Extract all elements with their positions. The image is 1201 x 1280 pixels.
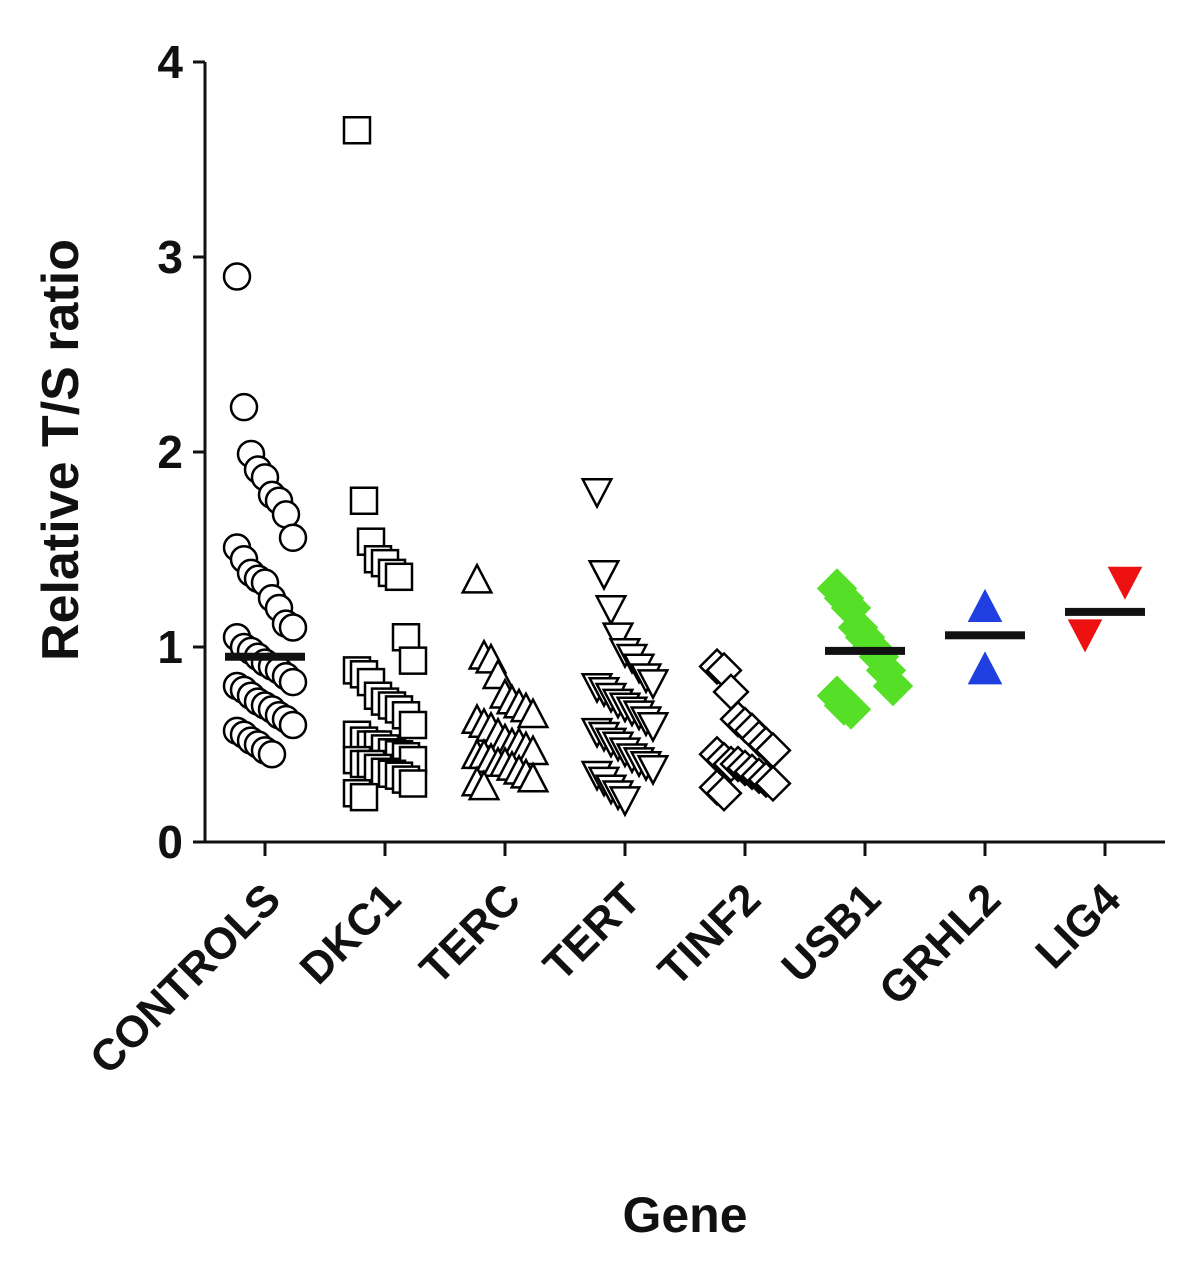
y-tick-label: 1	[157, 621, 183, 673]
data-point	[278, 667, 308, 697]
data-point	[516, 761, 550, 793]
x-axis-title: Gene	[622, 1187, 747, 1243]
data-point	[257, 740, 287, 769]
data-point	[967, 588, 1003, 622]
x-tick-label: TERT	[534, 874, 650, 990]
y-tick-label: 0	[157, 816, 183, 868]
data-point	[398, 710, 428, 740]
data-point	[636, 669, 670, 701]
y-axis-title: Relative T/S ratio	[32, 239, 90, 661]
data-point	[342, 116, 372, 145]
data-point	[601, 622, 635, 654]
data-point	[872, 665, 914, 707]
data-point	[594, 595, 628, 627]
y-tick-label: 2	[157, 426, 183, 478]
data-point	[516, 696, 550, 729]
data-point	[278, 523, 308, 553]
data-point	[830, 689, 872, 730]
median-line	[1065, 607, 1145, 616]
x-tick-label: DKC1	[291, 874, 410, 993]
x-tick-label: TERC	[411, 874, 530, 993]
data-point	[229, 392, 259, 422]
data-point	[384, 562, 414, 592]
data-point	[587, 559, 621, 592]
x-tick-label: USB1	[772, 874, 890, 992]
data-point	[271, 500, 301, 529]
data-point	[349, 782, 379, 812]
x-tick-label: CONTROLS	[81, 874, 290, 1083]
data-point	[608, 786, 642, 818]
data-point	[1107, 566, 1143, 600]
data-point	[967, 651, 1003, 685]
median-line	[945, 631, 1025, 640]
x-tick-label: LIG4	[1026, 874, 1130, 978]
data-point	[467, 769, 501, 801]
x-tick-label: TINF2	[649, 874, 770, 995]
data-point	[705, 774, 743, 812]
data-point	[1067, 619, 1103, 653]
data-point	[278, 710, 308, 740]
data-point	[636, 754, 670, 787]
data-point	[222, 262, 252, 291]
data-point	[349, 486, 379, 515]
y-tick-label: 4	[157, 36, 183, 88]
data-point	[580, 478, 614, 510]
data-point	[398, 646, 428, 675]
data-point	[754, 764, 792, 803]
data-point	[398, 769, 428, 798]
x-tick-label: GRHL2	[870, 874, 1010, 1014]
data-point	[391, 623, 421, 652]
data-point	[460, 562, 494, 594]
data-point	[636, 712, 670, 744]
data-point	[278, 613, 308, 642]
median-line	[825, 646, 905, 655]
median-line	[225, 652, 305, 661]
y-tick-label: 3	[157, 231, 183, 283]
